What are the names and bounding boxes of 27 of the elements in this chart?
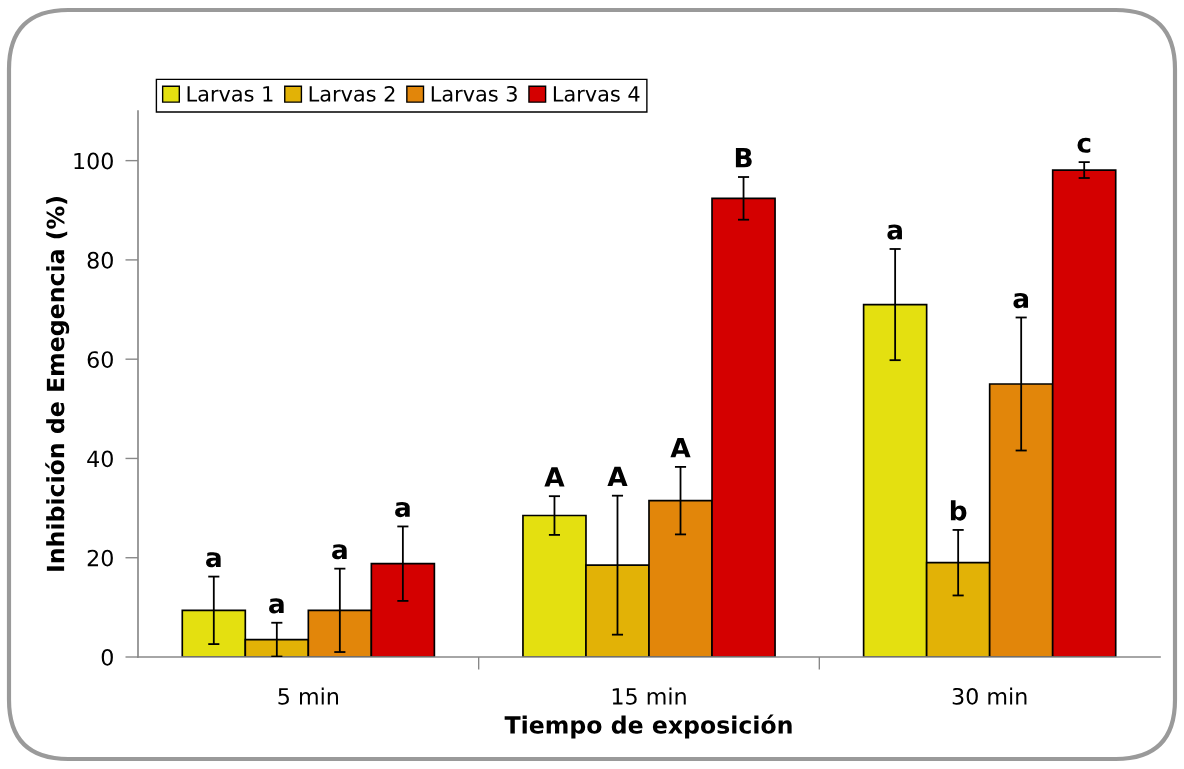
annotation: A bbox=[544, 467, 565, 487]
annotation: b bbox=[950, 500, 967, 521]
y-tick-label: 0 bbox=[101, 648, 113, 666]
x-axis-title: Tiempo de exposición bbox=[504, 714, 792, 739]
annotation: A bbox=[670, 438, 691, 458]
legend-label: Larvas 4 bbox=[553, 86, 640, 102]
legend-label: Larvas 1 bbox=[187, 86, 273, 102]
y-tick-label: 40 bbox=[87, 450, 113, 468]
annotation: a bbox=[887, 224, 902, 240]
annotation: A bbox=[607, 466, 628, 487]
y-tick-label: 100 bbox=[74, 152, 113, 170]
x-tick-label: 15 min bbox=[612, 687, 686, 705]
annotation: c bbox=[1077, 137, 1091, 153]
y-tick-label: 80 bbox=[87, 251, 113, 269]
annotation: a bbox=[395, 502, 410, 518]
x-tick-label: 30 min bbox=[952, 687, 1027, 705]
y-axis-title: Inhibición de Emegencia (%) bbox=[45, 197, 70, 571]
legend-label: Larvas 2 bbox=[309, 85, 395, 102]
annotation: a bbox=[1013, 293, 1029, 309]
annotation: a bbox=[269, 598, 284, 614]
x-tick-label: 5 min bbox=[278, 687, 338, 705]
annotation: a bbox=[206, 552, 221, 568]
annotation: B bbox=[735, 148, 752, 168]
y-tick-label: 20 bbox=[87, 549, 113, 567]
y-tick-label: 60 bbox=[87, 351, 113, 368]
legend-label: Larvas 3 bbox=[431, 85, 517, 102]
annotation: a bbox=[332, 544, 347, 560]
